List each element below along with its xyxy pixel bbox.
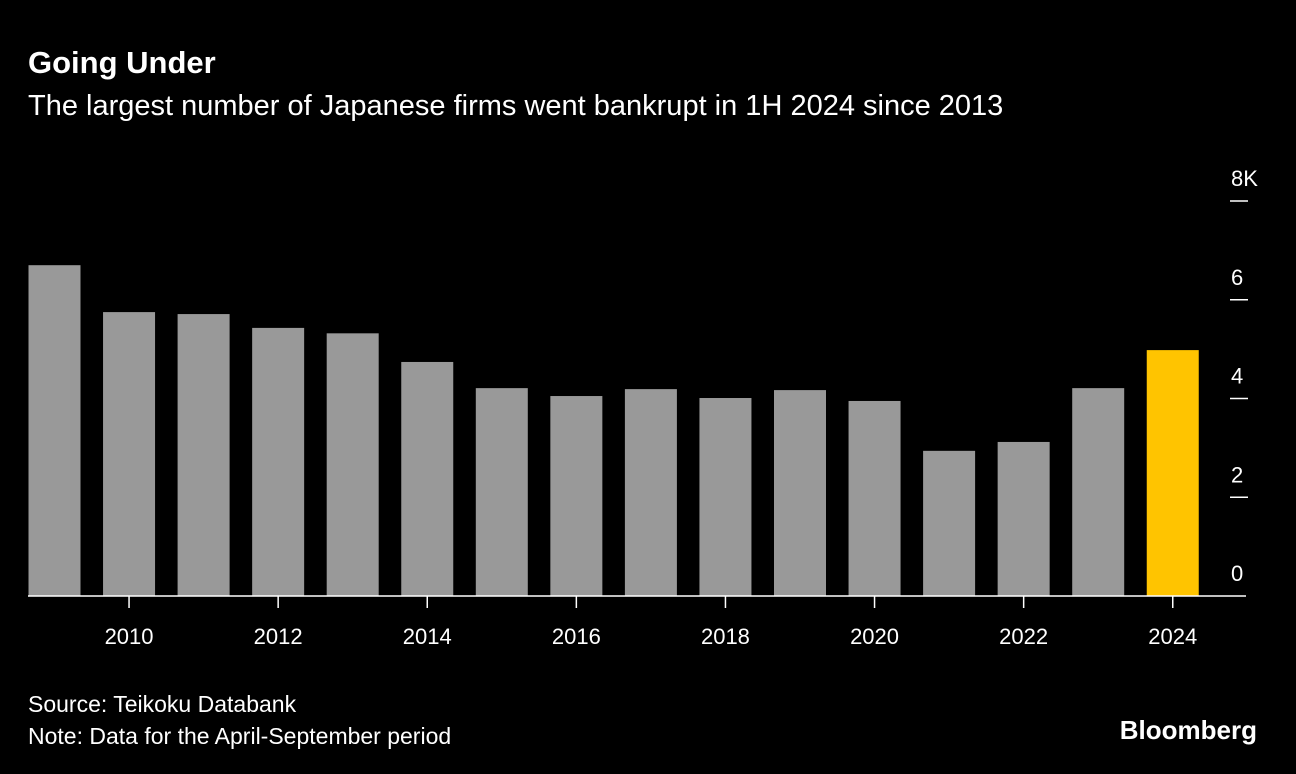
x-tick-label: 2024 <box>1148 624 1197 649</box>
bar <box>475 388 528 596</box>
note: Note: Data for the April-September perio… <box>28 723 451 749</box>
bar <box>1072 388 1125 596</box>
bar <box>550 396 603 596</box>
bar <box>699 398 752 596</box>
bar <box>326 333 379 596</box>
y-tick-label: 2 <box>1231 462 1243 487</box>
y-tick-label: 0 <box>1231 561 1243 586</box>
bar <box>252 327 305 596</box>
x-tick-label: 2018 <box>701 624 750 649</box>
x-tick-label: 2016 <box>552 624 601 649</box>
x-tick-label: 2022 <box>999 624 1048 649</box>
bar <box>401 361 454 596</box>
bar <box>103 312 156 596</box>
source: Source: Teikoku Databank <box>28 691 297 717</box>
bar <box>624 389 677 596</box>
x-tick-label: 2014 <box>403 624 452 649</box>
chart-subtitle: The largest number of Japanese firms wen… <box>28 90 1003 122</box>
y-tick-label: 6 <box>1231 265 1243 290</box>
bar <box>997 441 1050 596</box>
brand: Bloomberg <box>1120 715 1257 745</box>
x-tick-label: 2010 <box>105 624 154 649</box>
bar <box>774 390 826 596</box>
chart-title: Going Under <box>28 45 216 80</box>
bar <box>1146 350 1199 596</box>
y-tick-label: 8K <box>1231 166 1258 191</box>
bar <box>177 314 230 596</box>
bar <box>923 450 976 596</box>
bar <box>848 400 901 596</box>
x-tick-label: 2020 <box>850 624 899 649</box>
bar <box>28 265 81 596</box>
y-tick-label: 4 <box>1231 364 1243 389</box>
x-tick-label: 2012 <box>254 624 303 649</box>
